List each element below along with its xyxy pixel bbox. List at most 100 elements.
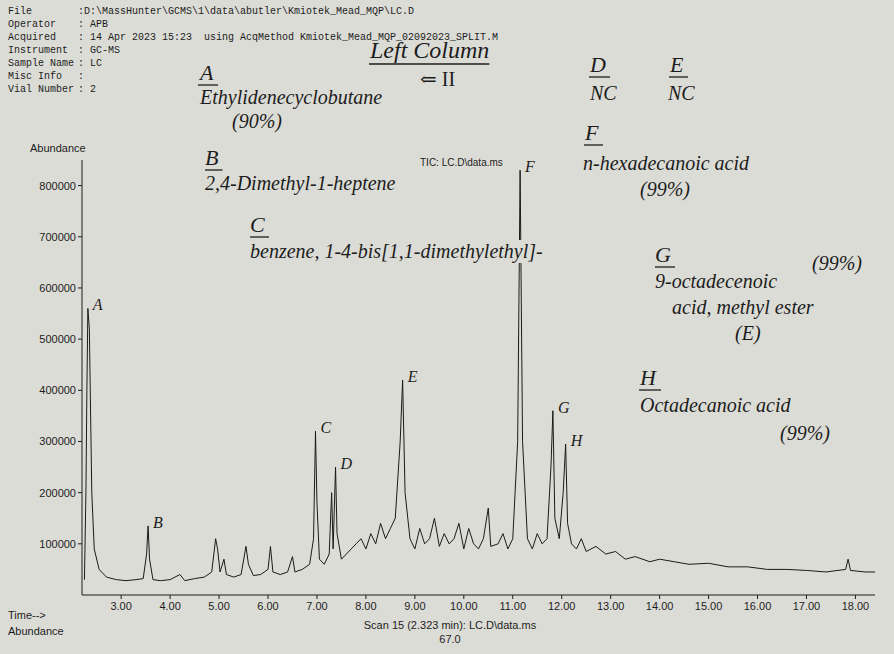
x-tick bbox=[268, 595, 269, 599]
note-text: (E) bbox=[735, 322, 761, 345]
text-patch bbox=[248, 240, 545, 263]
header-label: File bbox=[8, 6, 32, 17]
x-tick-label: 4.00 bbox=[159, 600, 180, 612]
x-tick-label: 10.00 bbox=[450, 600, 478, 612]
x-tick bbox=[757, 595, 758, 599]
x-tick bbox=[219, 595, 220, 599]
text-patch bbox=[653, 270, 779, 292]
note-letter: A bbox=[198, 60, 214, 85]
x-tick bbox=[659, 595, 660, 599]
x-tick bbox=[561, 595, 562, 599]
note-text-group: benzene, 1-4-bis[1,1-dimethylethyl]- bbox=[248, 240, 545, 263]
x-axis-line bbox=[82, 595, 875, 596]
text-patch bbox=[203, 145, 220, 170]
note-text: NC bbox=[667, 82, 695, 104]
y-tick-label: 500000 bbox=[39, 333, 76, 345]
x-tick bbox=[316, 595, 317, 599]
text-patch bbox=[653, 242, 673, 267]
note-text: NC bbox=[589, 82, 617, 104]
note-text-group: (E) bbox=[733, 322, 763, 345]
header-value: :D:\MassHunter\GCMS\1\data\abutler\Kmiot… bbox=[78, 6, 414, 17]
annotations: AEthylidenecyclobutane(90%)B2,4-Dimethyl… bbox=[196, 52, 864, 445]
note-letter: G bbox=[655, 242, 671, 267]
y-tick bbox=[78, 390, 82, 391]
x-tick bbox=[512, 595, 513, 599]
text-patch bbox=[667, 52, 686, 77]
axes: 1000002000003000004000005000006000007000… bbox=[39, 160, 875, 612]
x-tick bbox=[855, 595, 856, 599]
note-letter-group: D bbox=[587, 52, 610, 77]
y-tick-label: 200000 bbox=[39, 487, 76, 499]
note-text-group: (90%) bbox=[230, 110, 284, 133]
x-tick bbox=[463, 595, 464, 599]
note-letter: E bbox=[669, 52, 684, 77]
x-axis-title: Time--> bbox=[8, 609, 46, 621]
letter-underline bbox=[205, 169, 222, 170]
note-letter-group: B bbox=[203, 145, 222, 170]
tic-trace bbox=[84, 170, 875, 580]
y-tick bbox=[78, 441, 82, 442]
text-patch bbox=[638, 178, 692, 201]
note-letter-group: A bbox=[196, 60, 218, 85]
x-tick-label: 3.00 bbox=[110, 600, 131, 612]
y-axis-title: Abundance bbox=[30, 142, 86, 154]
footer-value: 67.0 bbox=[439, 633, 460, 645]
note-text: 9-octadecenoic bbox=[655, 270, 777, 292]
x-tick bbox=[806, 595, 807, 599]
header-value: : GC-MS bbox=[78, 45, 120, 56]
note-letter: F bbox=[584, 120, 599, 145]
text-patch bbox=[587, 82, 619, 104]
footer-label: Abundance bbox=[8, 625, 64, 637]
header-label: Vial Number bbox=[8, 84, 74, 95]
peak-label: D bbox=[340, 455, 353, 472]
title: Left Column bbox=[369, 37, 489, 63]
note-text: Ethylidenecyclobutane bbox=[199, 86, 382, 109]
y-tick-label: 100000 bbox=[39, 538, 76, 550]
text-patch bbox=[733, 322, 763, 345]
text-patch bbox=[670, 296, 816, 319]
x-tick-label: 13.00 bbox=[597, 600, 625, 612]
note-text-group: (99%) bbox=[810, 252, 864, 275]
text-patch bbox=[638, 394, 793, 416]
x-tick-label: 6.00 bbox=[257, 600, 278, 612]
text-patch bbox=[778, 422, 832, 445]
note-text: (99%) bbox=[640, 178, 690, 201]
note-text-group: Ethylidenecyclobutane bbox=[197, 86, 384, 109]
note-text: (99%) bbox=[812, 252, 862, 275]
note-letter-group: C bbox=[248, 212, 269, 237]
note-letter: B bbox=[205, 145, 218, 170]
x-tick-label: 17.00 bbox=[793, 600, 821, 612]
y-tick-label: 600000 bbox=[39, 282, 76, 294]
letter-underline bbox=[584, 144, 603, 145]
note-text-group: Octadecanoic acid bbox=[638, 394, 793, 416]
y-tick bbox=[78, 492, 82, 493]
note-text: n-hexadecanoic acid bbox=[583, 152, 750, 174]
text-patch bbox=[665, 82, 697, 104]
note-text-group: NC bbox=[665, 82, 697, 104]
note-text-group: NC bbox=[587, 82, 619, 104]
header-value: : 14 Apr 2023 15:23 bbox=[78, 32, 192, 43]
title-underline bbox=[369, 63, 489, 65]
subtitle: ⇐ II bbox=[420, 68, 455, 90]
text-patch bbox=[248, 212, 267, 237]
x-tick bbox=[365, 595, 366, 599]
text-patch bbox=[582, 120, 601, 145]
x-tick bbox=[610, 595, 611, 599]
note-text-group: n-hexadecanoic acid bbox=[581, 152, 752, 174]
header-label: Acquired bbox=[8, 32, 56, 43]
x-tick bbox=[708, 595, 709, 599]
y-tick bbox=[78, 543, 82, 544]
header-label: Operator bbox=[8, 19, 56, 30]
x-tick-label: 5.00 bbox=[208, 600, 229, 612]
peak-label: F bbox=[524, 158, 535, 175]
x-tick bbox=[121, 595, 122, 599]
peak-label: B bbox=[153, 514, 163, 531]
x-tick-label: 14.00 bbox=[646, 600, 674, 612]
page-background bbox=[0, 0, 894, 654]
note-letter-group: G bbox=[653, 242, 675, 267]
x-tick-label: 12.00 bbox=[548, 600, 576, 612]
y-tick-label: 800000 bbox=[39, 180, 76, 192]
header-label: Instrument bbox=[8, 45, 68, 56]
letter-underline bbox=[639, 389, 661, 390]
x-tick-label: 9.00 bbox=[404, 600, 425, 612]
